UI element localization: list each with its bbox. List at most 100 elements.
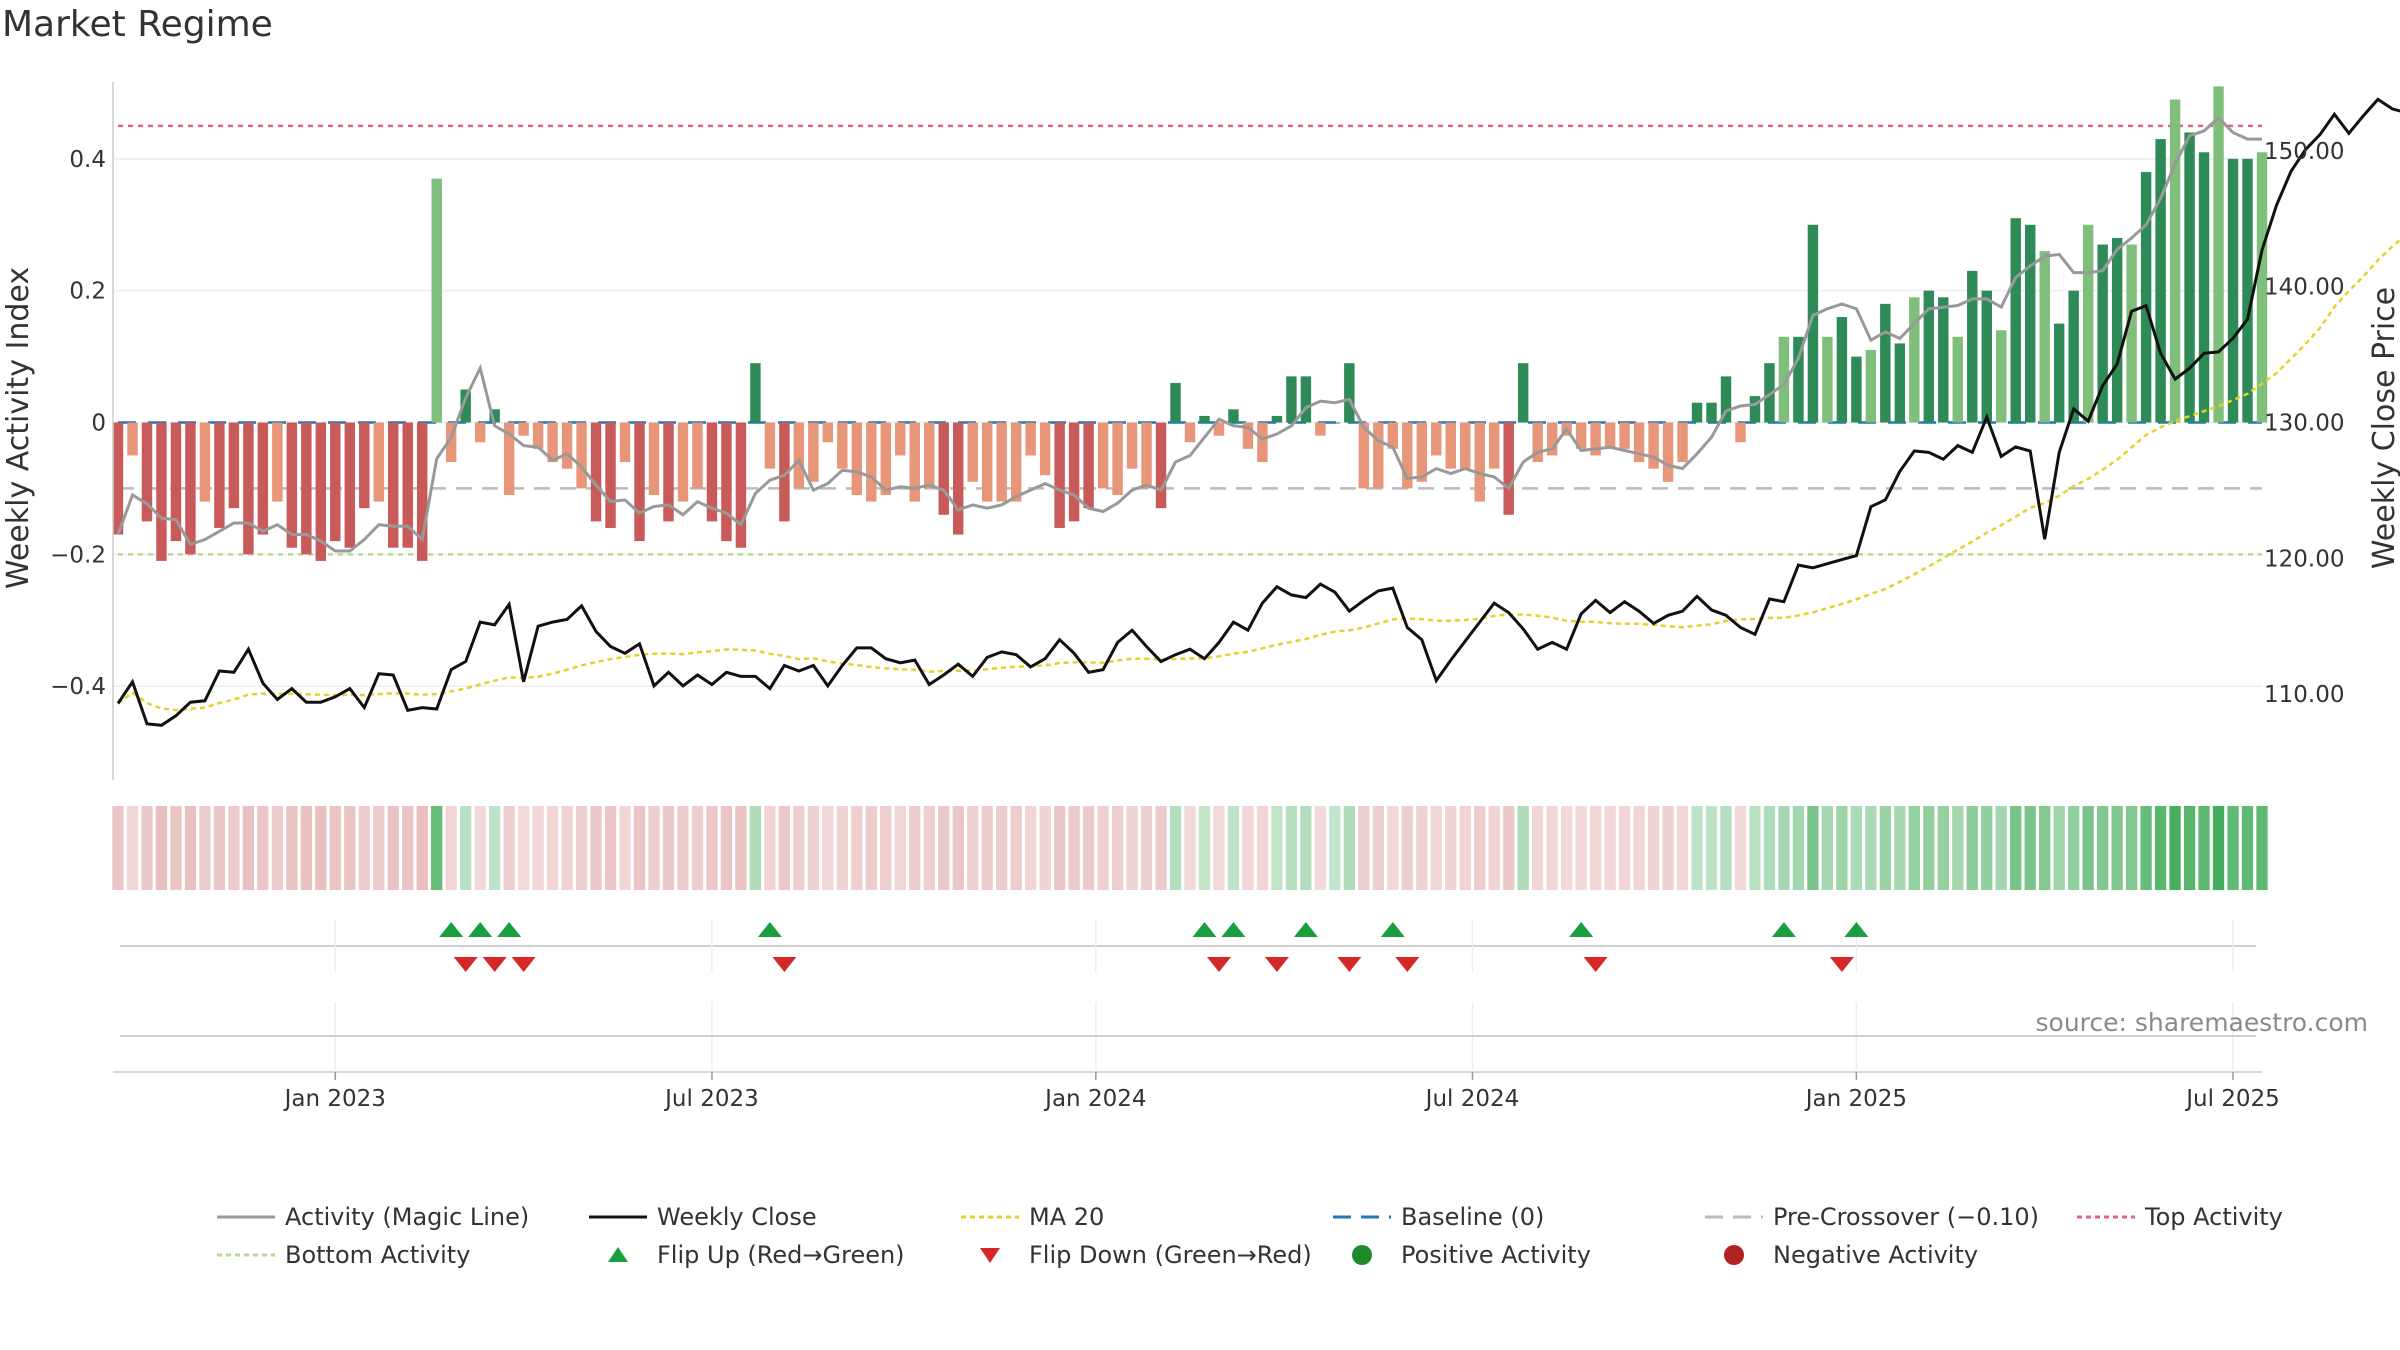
activity-bar — [663, 422, 674, 522]
regime-strip-cell — [416, 806, 428, 890]
regime-strip-cell — [2125, 806, 2138, 890]
activity-bar — [866, 422, 877, 502]
ma20-line — [117, 238, 2400, 712]
left-tick-label: 0.4 — [69, 147, 106, 173]
activity-bar — [2169, 99, 2181, 423]
regime-strip-cell — [1198, 806, 1211, 890]
activity-bar — [1300, 376, 1312, 423]
activity-bar — [1909, 297, 1920, 423]
regime-strip-cell — [1937, 806, 1949, 890]
activity-bar — [764, 422, 776, 469]
regime-strip-cell — [1618, 806, 1631, 890]
activity-bar — [996, 422, 1007, 502]
regime-strip-cell — [1242, 806, 1254, 890]
regime-strip-cell — [1372, 806, 1384, 890]
regime-strip-cell — [1503, 806, 1515, 890]
activity-bar — [315, 422, 327, 561]
activity-bar — [1590, 422, 1601, 456]
flip-up-marker — [468, 922, 493, 937]
regime-strip-cell — [2111, 806, 2123, 890]
regime-strip-cell — [1271, 806, 1283, 890]
axes: −0.4 −0.2 0 0.2 0.4 110.00 120.00 130.00 140.00 1… — [1, 82, 2400, 780]
regime-strip-cell — [1343, 806, 1356, 890]
x-tick-label: Jul 2025 — [2184, 1086, 2280, 1112]
flip-up-marker — [757, 922, 782, 937]
activity-bar — [1431, 422, 1442, 456]
regime-strip-cell — [1734, 806, 1747, 890]
activity-bar — [2126, 244, 2137, 423]
regime-strip-cell — [619, 806, 631, 890]
left-axis-label: Weekly Activity Index — [1, 267, 36, 589]
activity-bar — [1793, 336, 1804, 423]
regime-strip-cell — [126, 806, 139, 890]
regime-strip-cell — [2039, 806, 2051, 890]
activity-bar — [2039, 251, 2050, 423]
activity-bar — [1662, 422, 1674, 482]
regime-strip-cell — [778, 806, 791, 890]
right-tick-label: 110.00 — [2264, 682, 2344, 708]
regime-strip-cell — [155, 806, 168, 890]
weekly-close-line — [116, 97, 2400, 727]
activity-bar — [1923, 290, 1935, 423]
activity-bar — [243, 422, 254, 555]
flip-up-marker — [1293, 922, 1318, 937]
activity-bar — [257, 422, 269, 535]
activity-bar — [214, 422, 225, 528]
activity-bar — [1749, 396, 1761, 423]
flip-down-marker — [1829, 957, 1854, 972]
activity-bar — [1141, 422, 1152, 489]
activity-bar — [1706, 402, 1717, 423]
activity-bar — [1967, 270, 1978, 423]
activity-bar — [170, 422, 182, 542]
regime-strip-cell — [575, 806, 588, 890]
regime-strip-cell — [141, 806, 153, 890]
regime-strip-cell — [590, 806, 602, 890]
regime-strip-cell — [1140, 806, 1153, 890]
regime-strip-cell — [1778, 806, 1790, 890]
activity-bar — [489, 409, 500, 423]
regime-strip-cell — [1908, 806, 1920, 890]
activity-bar — [1880, 303, 1891, 423]
x-tick-label: Jan 2023 — [283, 1086, 386, 1112]
activity-bar — [1720, 376, 1732, 423]
regime-strip-cell — [677, 806, 689, 890]
regime-strip-cell — [1763, 806, 1776, 890]
activity-bar — [1532, 422, 1543, 463]
activity-bar — [2256, 152, 2268, 423]
source-label: source: sharemaestro.com — [2035, 1008, 2369, 1037]
regime-strip-cell — [938, 806, 950, 890]
activity-bar — [1735, 422, 1746, 443]
regime-strip-cell — [532, 806, 544, 890]
regime-strip-cell — [894, 806, 906, 890]
regime-strip-cell — [735, 806, 747, 890]
activity-bar — [808, 422, 819, 482]
flip-up-marker — [1192, 922, 1217, 937]
flip-up-marker — [1771, 922, 1796, 937]
activity-bar — [1199, 415, 1210, 423]
flip-up-marker — [439, 922, 464, 937]
activity-bar — [1633, 422, 1645, 463]
regime-strip-cell — [1184, 806, 1196, 890]
regime-strip-cell — [720, 806, 733, 890]
activity-bar — [1981, 290, 1992, 423]
regime-strip-cell — [1488, 806, 1500, 890]
regime-strip-cell — [1966, 806, 1978, 890]
regime-strip-cell — [402, 806, 414, 890]
regime-strip-cell — [1589, 806, 1602, 890]
activity-bar — [648, 422, 660, 495]
regime-strip-cell — [329, 806, 341, 890]
regime-strip-cell — [909, 806, 921, 890]
regime-strip-cell — [1647, 806, 1660, 890]
activity-bar — [822, 422, 834, 443]
activity-bar — [1778, 336, 1790, 423]
activity-bar — [1242, 422, 1254, 449]
activity-bar — [2242, 158, 2253, 423]
activity-bar — [1039, 422, 1051, 476]
activity-bar — [474, 422, 486, 443]
activity-bar — [1575, 422, 1587, 449]
activity-bar — [344, 422, 355, 548]
regime-strip-cell — [691, 806, 704, 890]
activity-bar — [1010, 422, 1022, 502]
activity-bar — [330, 422, 341, 542]
flip-up-marker — [1221, 922, 1246, 937]
